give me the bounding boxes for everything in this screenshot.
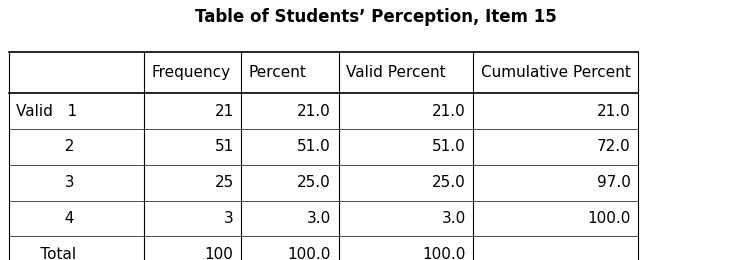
Text: 100.0: 100.0 bbox=[288, 246, 331, 260]
Text: 4: 4 bbox=[17, 211, 74, 226]
Text: 3.0: 3.0 bbox=[307, 211, 331, 226]
Text: Cumulative Percent: Cumulative Percent bbox=[481, 65, 631, 80]
Text: 25.0: 25.0 bbox=[297, 175, 331, 190]
Text: Valid   1: Valid 1 bbox=[17, 104, 77, 119]
Text: Total: Total bbox=[17, 246, 77, 260]
Text: 21.0: 21.0 bbox=[297, 104, 331, 119]
Text: 25: 25 bbox=[214, 175, 234, 190]
Text: Percent: Percent bbox=[249, 65, 307, 80]
Text: 3: 3 bbox=[17, 175, 75, 190]
Text: Table of Students’ Perception, Item 15: Table of Students’ Perception, Item 15 bbox=[195, 8, 557, 26]
Text: 21.0: 21.0 bbox=[432, 104, 466, 119]
Text: 3.0: 3.0 bbox=[441, 211, 466, 226]
Text: 3: 3 bbox=[224, 211, 234, 226]
Text: 100.0: 100.0 bbox=[587, 211, 631, 226]
Text: 100.0: 100.0 bbox=[423, 246, 466, 260]
Text: 51.0: 51.0 bbox=[297, 140, 331, 154]
Text: Frequency: Frequency bbox=[151, 65, 230, 80]
Text: 51: 51 bbox=[214, 140, 234, 154]
Text: 2: 2 bbox=[17, 140, 74, 154]
Text: 72.0: 72.0 bbox=[597, 140, 631, 154]
Text: 21.0: 21.0 bbox=[597, 104, 631, 119]
Text: Valid Percent: Valid Percent bbox=[346, 65, 446, 80]
Text: 21: 21 bbox=[214, 104, 234, 119]
Text: 100: 100 bbox=[205, 246, 234, 260]
Text: 97.0: 97.0 bbox=[597, 175, 631, 190]
Text: 51.0: 51.0 bbox=[432, 140, 466, 154]
Text: 25.0: 25.0 bbox=[432, 175, 466, 190]
